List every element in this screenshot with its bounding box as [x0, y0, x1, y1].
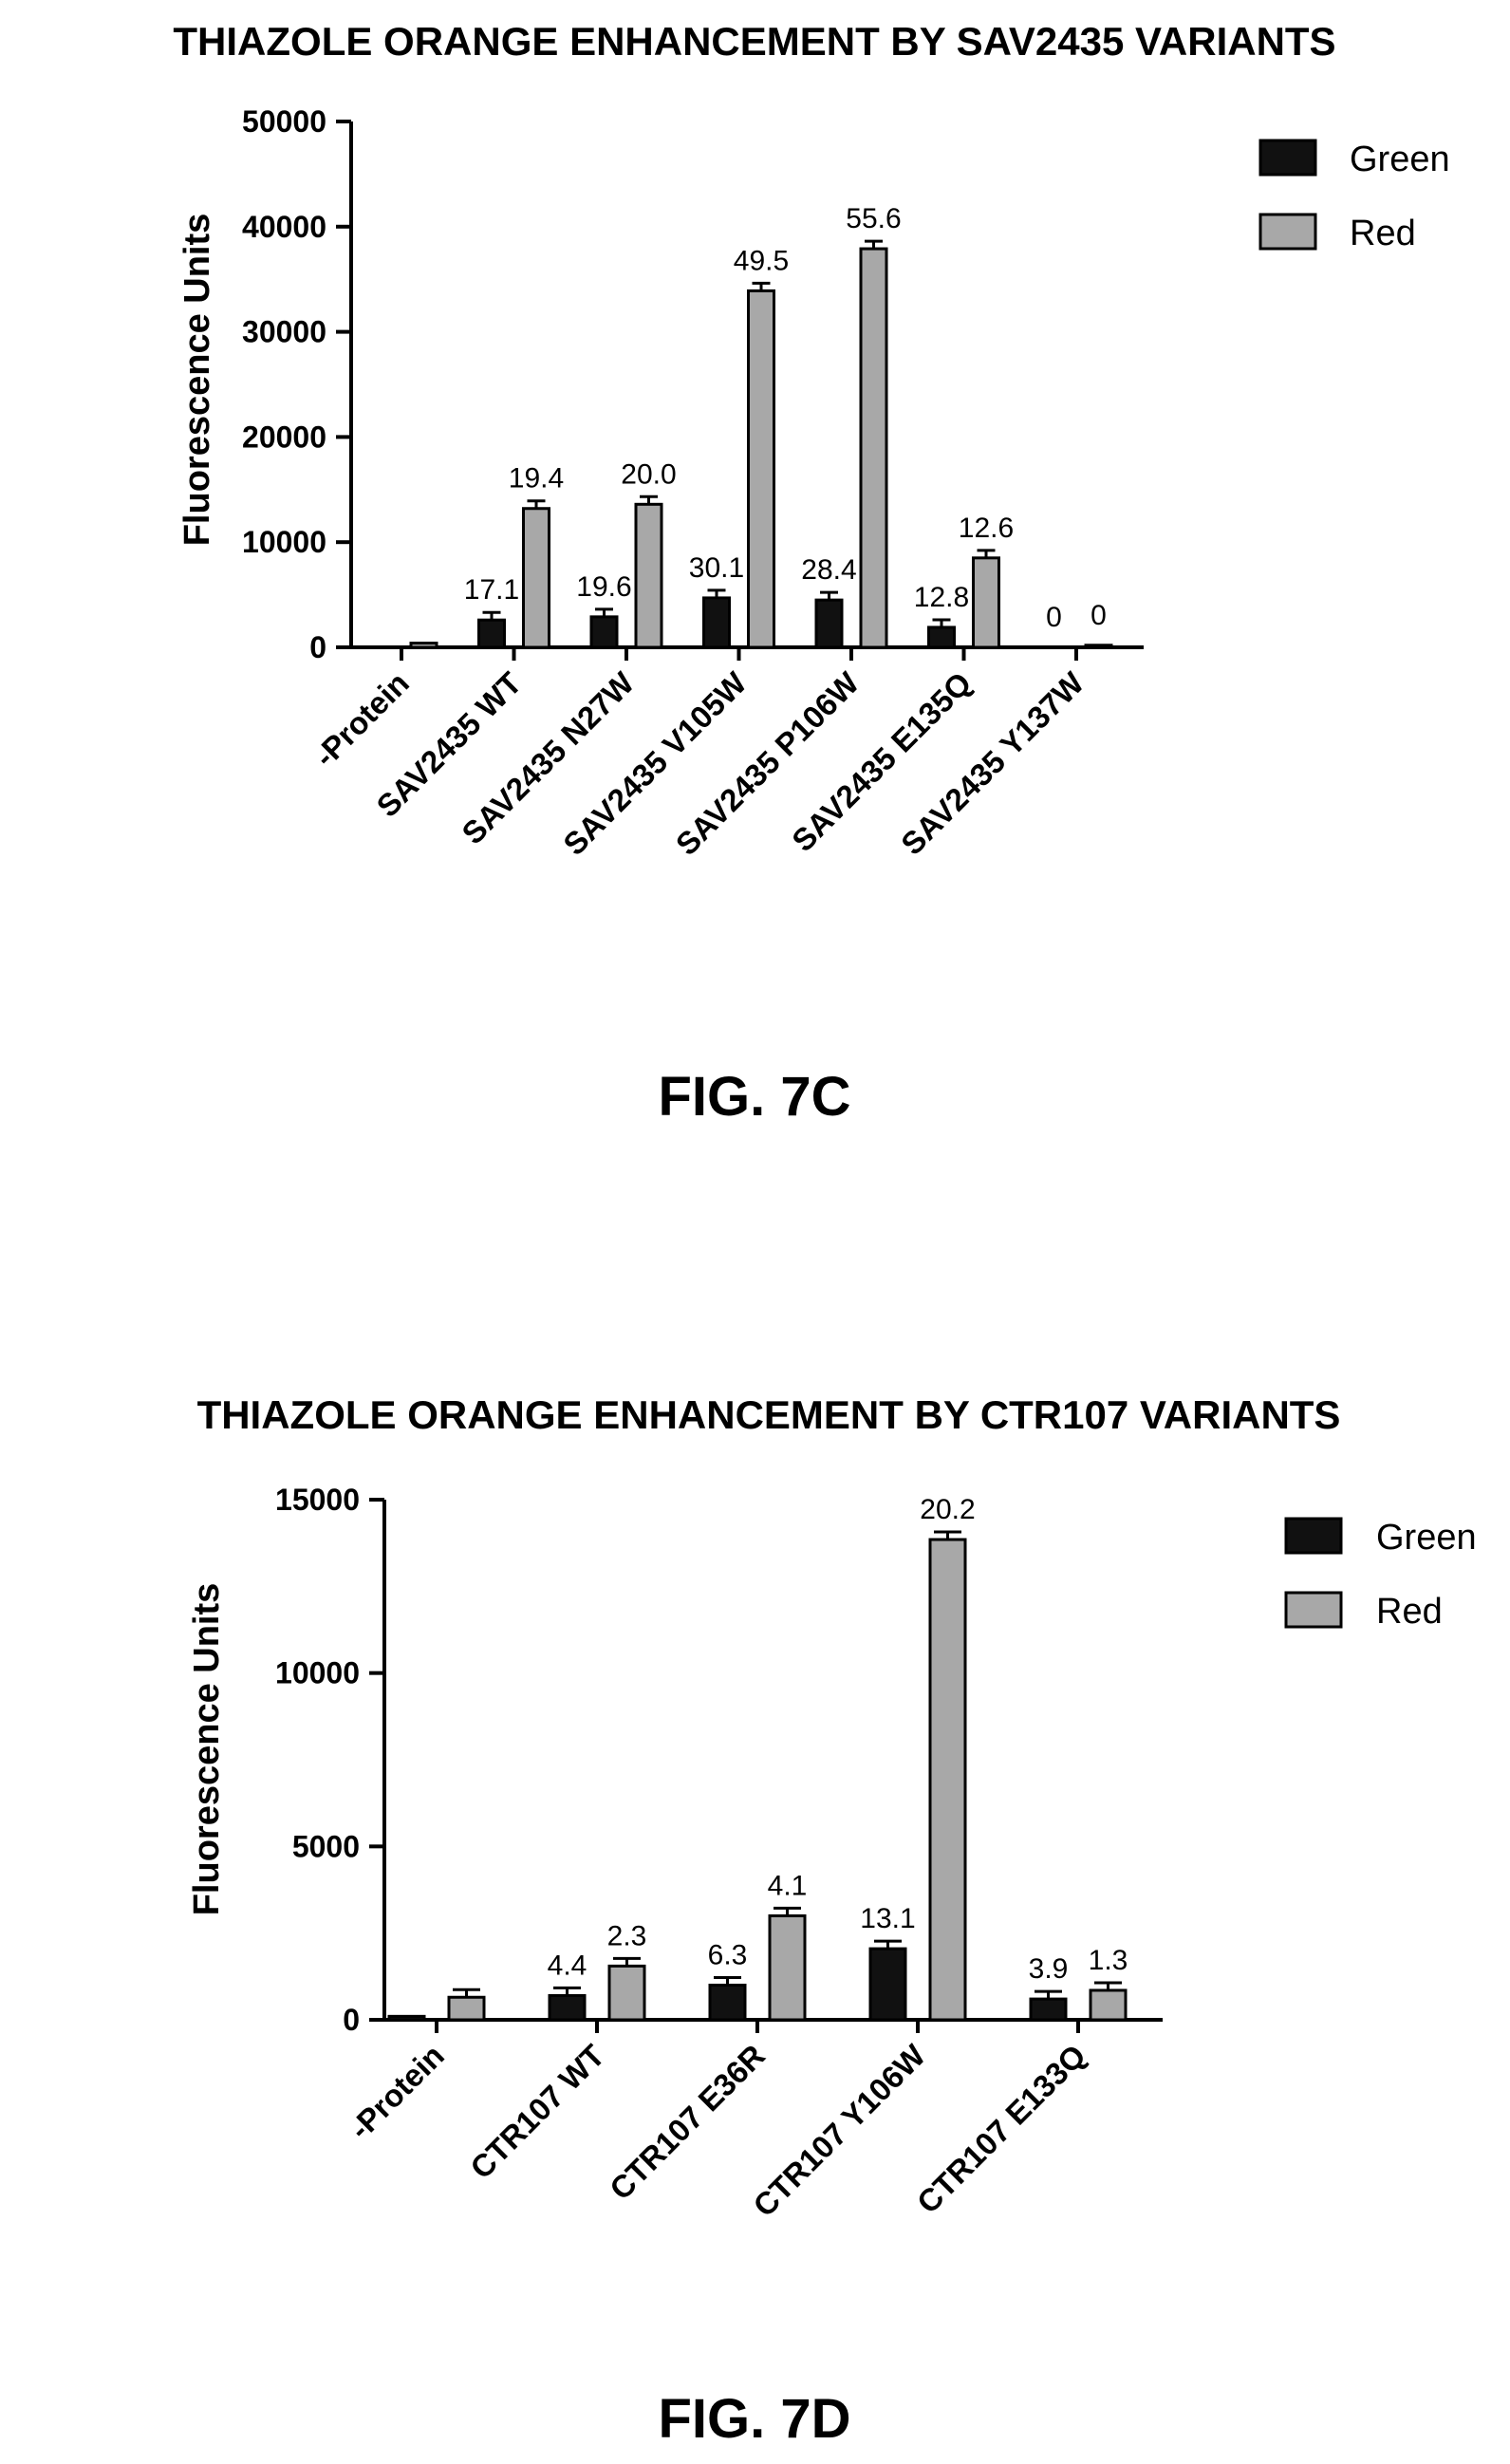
y-tick-label: 50000	[242, 104, 326, 139]
data-label: 0	[1046, 602, 1062, 633]
figure-label: FIG. 7D	[658, 2388, 850, 2450]
bar-green	[927, 625, 956, 649]
chart-fig-7d: THIAZOLE ORANGE ENHANCEMENT BY CTR107 VA…	[187, 1392, 1477, 2450]
data-label: 28.4	[801, 554, 856, 586]
data-label: 4.4	[548, 1950, 587, 1981]
bar-green	[702, 596, 731, 649]
data-label: 0	[1091, 600, 1107, 631]
y-tick-label: 30000	[242, 315, 326, 349]
category-label: CTR107 E133Q	[910, 2038, 1092, 2220]
bar-green	[708, 1983, 747, 2022]
bar-red	[972, 556, 1000, 649]
bar-red	[768, 1913, 807, 2022]
data-labels: 17.1 19.4 19.6 20.0 30.1 49.5 28.4 55.6 12.8 12.6…	[464, 203, 1107, 633]
legend-swatch-red	[1284, 1591, 1343, 1629]
bar-red	[747, 289, 775, 649]
bar-green	[589, 615, 619, 649]
bar-red	[1084, 644, 1113, 649]
bar-red	[607, 1964, 646, 2022]
data-label: 49.5	[734, 245, 789, 276]
y-tick-label: 20000	[242, 420, 326, 454]
data-label: 19.6	[576, 571, 631, 603]
data-labels: 4.4 2.3 6.3 4.1 13.1 20.2 3.9 1.3	[548, 1494, 1128, 1985]
y-tick-label: 10000	[275, 1656, 360, 1690]
category-label: -Protein	[343, 2038, 451, 2146]
bar-red	[409, 642, 438, 649]
data-label: 12.8	[914, 582, 969, 613]
bar-green	[868, 1947, 907, 2022]
chart-title: THIAZOLE ORANGE ENHANCEMENT BY CTR107 VA…	[197, 1392, 1341, 1437]
bar-red	[1089, 1988, 1128, 2022]
legend-swatch-green	[1258, 139, 1317, 177]
data-label: 4.1	[768, 1870, 808, 1901]
legend-swatch-red	[1258, 213, 1317, 251]
data-label: 19.4	[509, 463, 564, 495]
category-label: CTR107 E36R	[603, 2038, 772, 2207]
y-axis-ticks: 0 10000 20000 30000 40000 50000	[242, 104, 351, 664]
category-label: -Protein	[308, 665, 416, 774]
data-label: 13.1	[860, 1903, 915, 1934]
bar-red	[859, 247, 888, 649]
data-label: 12.6	[959, 513, 1014, 544]
category-label: CTR107 WT	[463, 2038, 611, 2186]
y-axis-ticks: 0 5000 10000 15000	[275, 1483, 384, 2037]
y-tick-label: 0	[309, 630, 326, 664]
y-tick-label: 40000	[242, 210, 326, 244]
category-label: CTR107 Y106W	[746, 2037, 932, 2223]
y-tick-label: 10000	[242, 525, 326, 559]
bars	[409, 239, 1113, 649]
legend-label-green: Green	[1376, 1518, 1477, 1558]
legend-label-green: Green	[1350, 140, 1450, 179]
bar-green	[1029, 1997, 1068, 2022]
bar-red	[522, 507, 550, 649]
y-axis-label: Fluorescence Units	[177, 214, 217, 547]
bar-green	[477, 618, 506, 649]
bar-green	[548, 1993, 587, 2022]
data-label: 1.3	[1089, 1945, 1128, 1976]
legend: Green Red	[1258, 139, 1450, 253]
data-label: 3.9	[1029, 1953, 1069, 1985]
bar-green	[387, 2014, 426, 2022]
data-label: 20.2	[920, 1494, 975, 1525]
bar-red	[928, 1538, 967, 2022]
y-axis-label: Fluorescence Units	[187, 1583, 227, 1916]
bar-red	[634, 502, 663, 649]
y-tick-label: 5000	[292, 1829, 360, 1863]
legend-swatch-green	[1284, 1517, 1343, 1555]
data-label: 30.1	[689, 552, 744, 584]
data-label: 2.3	[607, 1920, 647, 1951]
legend-label-red: Red	[1376, 1592, 1443, 1632]
figure-label: FIG. 7C	[658, 1066, 850, 1128]
y-tick-label: 15000	[275, 1483, 360, 1517]
y-tick-label: 0	[343, 2003, 360, 2037]
data-label: 17.1	[464, 574, 519, 606]
bar-red	[447, 1995, 486, 2022]
chart-fig-7c: THIAZOLE ORANGE ENHANCEMENT BY SAV2435 V…	[173, 19, 1449, 1128]
legend-label-red: Red	[1350, 214, 1416, 253]
bars	[387, 1530, 1128, 2022]
data-label: 6.3	[708, 1939, 748, 1970]
data-label: 55.6	[846, 203, 901, 234]
bar-green	[814, 598, 844, 649]
data-label: 20.0	[621, 458, 676, 490]
chart-title: THIAZOLE ORANGE ENHANCEMENT BY SAV2435 V…	[173, 19, 1335, 64]
legend: Green Red	[1284, 1517, 1477, 1632]
